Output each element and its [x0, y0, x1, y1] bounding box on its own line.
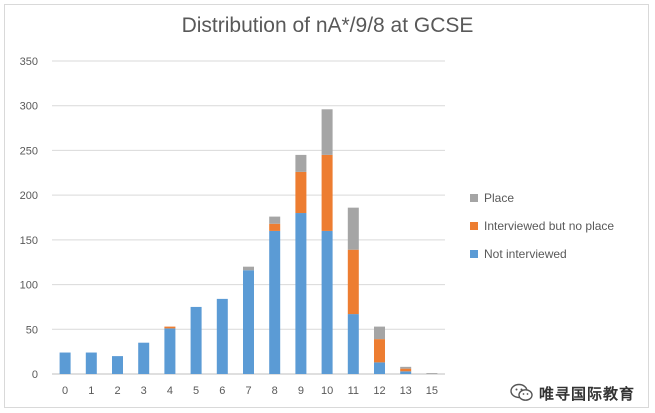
x-tick-label: 12	[373, 385, 385, 397]
bar-segment	[321, 154, 333, 231]
x-tick-label: 0	[62, 385, 68, 397]
x-tick-label: 11	[348, 385, 359, 397]
bar-segment	[269, 223, 281, 231]
bar-segment	[295, 171, 307, 214]
bar-segment	[374, 362, 385, 374]
legend-label: Place	[484, 191, 514, 205]
bar-segment	[295, 213, 307, 374]
x-tick-label: 15	[426, 385, 438, 397]
bar-segment	[347, 207, 359, 250]
x-tick-label: 6	[219, 385, 225, 397]
bar-segment	[374, 339, 385, 363]
bar-segment	[190, 306, 202, 374]
watermark-text: 唯寻国际教育	[539, 385, 636, 403]
legend-swatch	[470, 222, 478, 230]
x-tick-label: 1	[88, 385, 94, 397]
bar-segment	[85, 352, 97, 374]
y-tick-label: 50	[26, 324, 38, 336]
bar-segment	[400, 368, 412, 372]
wechat-icon	[510, 383, 533, 401]
bar-segment	[243, 266, 254, 271]
bar-segment	[216, 298, 228, 374]
y-tick-label: 200	[20, 190, 38, 202]
y-tick-label: 350	[20, 56, 38, 68]
y-tick-label: 150	[20, 235, 38, 247]
bar-segment	[164, 328, 176, 374]
bar-segment	[112, 356, 123, 374]
x-tick-label: 2	[114, 385, 120, 397]
bar-segment	[374, 326, 385, 340]
x-tick-label: 3	[141, 385, 147, 397]
bar-segment	[321, 230, 333, 374]
y-tick-label: 100	[20, 280, 38, 292]
legend-swatch	[470, 250, 478, 258]
x-tick-label: 5	[193, 385, 199, 397]
x-tick-label: 10	[321, 385, 333, 397]
y-tick-label: 250	[20, 145, 38, 157]
bar-segment	[59, 352, 71, 374]
bar-segment	[400, 366, 412, 369]
bar-segment	[400, 371, 412, 374]
bar-segment	[269, 216, 281, 224]
bar-segment	[321, 109, 333, 155]
bar-segment	[269, 230, 281, 374]
bar-segment	[243, 270, 254, 374]
bar-segment	[138, 342, 150, 374]
legend-label: Not interviewed	[484, 247, 567, 261]
x-tick-label: 9	[298, 385, 304, 397]
bar-segment	[164, 326, 176, 329]
watermark: 唯寻国际教育	[510, 382, 635, 404]
bar-segment	[295, 154, 307, 172]
y-tick-label: 0	[32, 369, 38, 381]
bar-segment	[347, 249, 359, 315]
x-tick-label: 13	[400, 385, 412, 397]
x-tick-label: 7	[245, 385, 251, 397]
bar-segment	[426, 373, 438, 374]
chart-title: Distribution of nA*/9/8 at GCSE	[181, 14, 474, 37]
legend-label: Interviewed but no place	[484, 219, 614, 233]
legend-swatch	[470, 194, 478, 202]
bar-segment	[347, 314, 359, 374]
x-tick-label: 4	[167, 385, 173, 397]
x-tick-label: 8	[272, 385, 278, 397]
y-tick-label: 300	[20, 101, 38, 113]
